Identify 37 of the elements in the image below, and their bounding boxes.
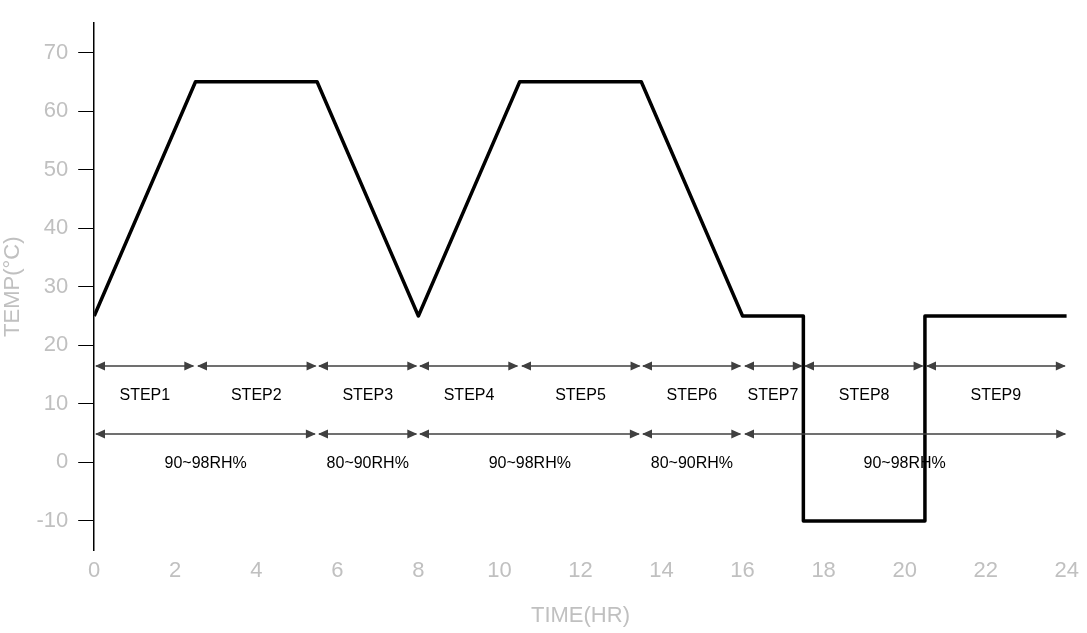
y-tick-label: 60 bbox=[43, 97, 69, 123]
y-axis-title: TEMP(°C) bbox=[0, 236, 25, 337]
y-tick-label: 50 bbox=[43, 155, 69, 181]
x-tick-label: 8 bbox=[412, 557, 425, 583]
annotation: STEP4 bbox=[443, 385, 495, 404]
x-tick-label: 2 bbox=[169, 557, 182, 583]
annotation: 90~98RH% bbox=[164, 454, 247, 473]
x-tick-label: 4 bbox=[250, 557, 263, 583]
y-tick-label: 0 bbox=[55, 448, 69, 474]
y-tick-label: 30 bbox=[43, 272, 69, 298]
x-tick-label: 16 bbox=[730, 557, 755, 583]
annotation: STEP1 bbox=[119, 385, 171, 404]
annotation: STEP6 bbox=[666, 385, 718, 404]
annotation: 80~90RH% bbox=[650, 454, 734, 473]
x-tick-label: 20 bbox=[892, 557, 917, 583]
annotation: STEP9 bbox=[970, 385, 1022, 404]
x-tick-label: 14 bbox=[649, 557, 674, 583]
annotation: 90~98RH% bbox=[488, 454, 571, 473]
annotation: STEP5 bbox=[555, 385, 606, 404]
x-tick-label: 0 bbox=[88, 557, 101, 583]
x-axis-title: TIME(HR) bbox=[530, 601, 630, 627]
x-tick-label: 6 bbox=[331, 557, 344, 583]
annotation: STEP2 bbox=[230, 385, 282, 404]
x-tick-label: 10 bbox=[487, 557, 512, 583]
y-tick-label: 70 bbox=[43, 38, 69, 64]
x-tick-label: 12 bbox=[568, 557, 593, 583]
y-tick-label: 40 bbox=[43, 214, 69, 240]
annotation: 80~90RH% bbox=[326, 454, 409, 473]
annotation: STEP3 bbox=[342, 385, 394, 404]
x-tick-label: 22 bbox=[973, 557, 998, 583]
annotation: STEP7 bbox=[747, 385, 799, 404]
x-tick-label: 24 bbox=[1054, 557, 1080, 583]
y-tick-label: -10 bbox=[36, 506, 69, 532]
y-tick-label: 20 bbox=[43, 331, 69, 357]
y-tick-label: 10 bbox=[43, 389, 69, 415]
annotation: STEP8 bbox=[838, 385, 890, 404]
x-tick-label: 18 bbox=[811, 557, 836, 583]
